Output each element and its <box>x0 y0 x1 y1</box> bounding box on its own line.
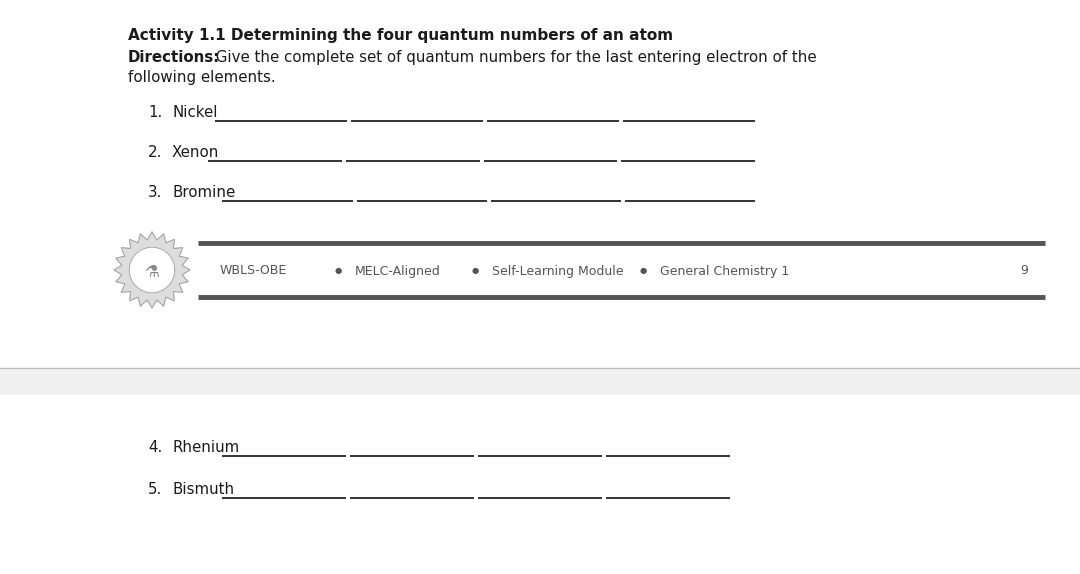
Text: Xenon: Xenon <box>172 145 219 160</box>
Text: 1.: 1. <box>148 105 162 120</box>
Text: Activity 1.1 Determining the four quantum numbers of an atom: Activity 1.1 Determining the four quantu… <box>129 28 673 43</box>
Text: MELC-Aligned: MELC-Aligned <box>355 265 441 277</box>
Text: 3.: 3. <box>148 185 162 200</box>
Text: Nickel: Nickel <box>172 105 217 120</box>
Text: Give the complete set of quantum numbers for the last entering electron of the: Give the complete set of quantum numbers… <box>211 50 816 65</box>
Polygon shape <box>114 232 190 308</box>
Text: WBLS-OBE: WBLS-OBE <box>220 265 287 277</box>
Polygon shape <box>130 247 175 293</box>
Text: ●: ● <box>472 266 480 276</box>
Text: 9: 9 <box>1020 265 1028 277</box>
Text: following elements.: following elements. <box>129 70 275 85</box>
Bar <box>0 370 1080 574</box>
Text: ⚗: ⚗ <box>145 263 160 281</box>
Text: 4.: 4. <box>148 440 162 455</box>
Text: Bismuth: Bismuth <box>172 482 234 497</box>
Text: Directions:: Directions: <box>129 50 220 65</box>
Bar <box>0 0 1080 370</box>
Text: Self-Learning Module: Self-Learning Module <box>492 265 623 277</box>
Text: ●: ● <box>640 266 647 276</box>
Text: Rhenium: Rhenium <box>172 440 240 455</box>
Text: 2.: 2. <box>148 145 162 160</box>
Text: Bromine: Bromine <box>172 185 235 200</box>
Text: ●: ● <box>335 266 342 276</box>
Text: General Chemistry 1: General Chemistry 1 <box>660 265 789 277</box>
Text: 5.: 5. <box>148 482 162 497</box>
Bar <box>0 395 1080 574</box>
